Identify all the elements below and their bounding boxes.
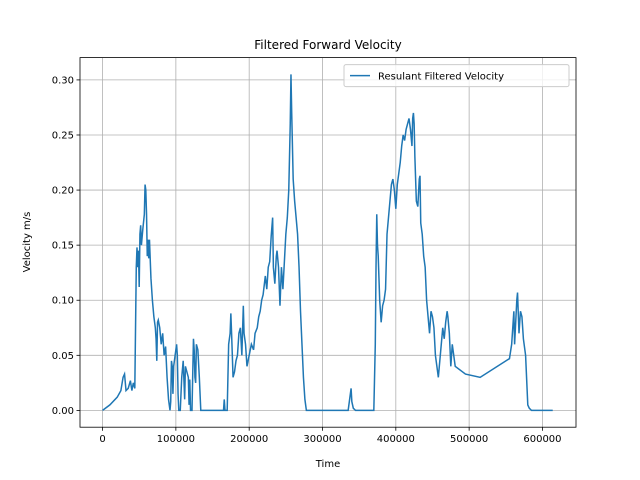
y-tick-label: 0.00 [52, 406, 74, 417]
x-tick-label: 200000 [230, 434, 268, 445]
x-tick-label: 500000 [450, 434, 488, 445]
axes-frame [79, 57, 577, 428]
x-axis-label: Time [315, 459, 340, 470]
x-tick-label: 600000 [523, 434, 561, 445]
x-tick-label: 0 [99, 434, 105, 445]
y-tick-label: 0.30 [52, 75, 74, 86]
y-tick-label: 0.10 [52, 296, 74, 307]
y-tick-label: 0.25 [52, 130, 74, 141]
x-tick-label: 400000 [377, 434, 415, 445]
legend-box [343, 64, 570, 88]
legend-label: Resulant Filtered Velocity [378, 72, 504, 83]
y-tick-label: 0.20 [52, 186, 74, 197]
x-tick-label: 100000 [157, 434, 195, 445]
y-axis-label: Velocity m/s [22, 212, 33, 273]
x-tick-label: 300000 [303, 434, 341, 445]
data-line [102, 74, 553, 412]
chart-title: Filtered Forward Velocity [254, 38, 401, 52]
y-tick-label: 0.15 [52, 241, 74, 252]
y-tick-label: 0.05 [52, 351, 74, 362]
